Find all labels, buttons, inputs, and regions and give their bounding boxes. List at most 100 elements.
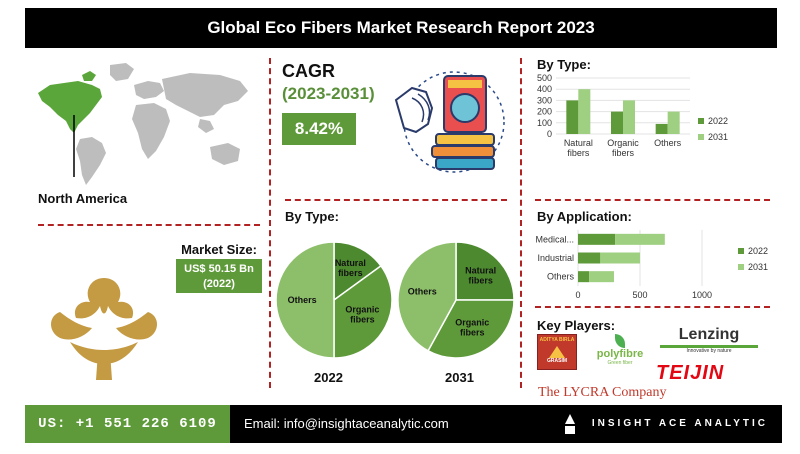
x-tick-label: Natural xyxy=(564,138,593,148)
y-tick-label: 400 xyxy=(537,84,552,94)
legend-swatch xyxy=(698,118,704,124)
legend-label: 2031 xyxy=(748,262,768,272)
brand-logo-icon xyxy=(565,414,575,434)
y-tick-label: Others xyxy=(547,272,575,282)
bar-2031-0 xyxy=(615,233,665,245)
bar-2022-1 xyxy=(611,111,623,134)
pie-slice-0 xyxy=(333,241,382,302)
world-map xyxy=(38,63,248,185)
divider-right xyxy=(520,58,522,388)
key-players-label: Key Players: xyxy=(537,318,616,333)
bar-chart-type-title: By Type: xyxy=(537,57,591,72)
market-size-label: Market Size: xyxy=(181,242,257,257)
y-tick-label: 300 xyxy=(537,95,552,105)
laundry-illustration-icon xyxy=(394,71,505,173)
pie-slice-label: Others xyxy=(288,295,317,305)
pie-year-2031: 2031 xyxy=(445,370,474,385)
cagr-label: CAGR xyxy=(282,61,335,81)
pie-slice-label: Natural xyxy=(335,258,366,268)
lycra-logo: The LYCRA Company xyxy=(538,385,667,400)
pie-slice-label: Organic xyxy=(455,317,489,327)
email-link[interactable]: Email: info@insightaceanalytic.com xyxy=(244,416,449,431)
cotton-logo-icon xyxy=(51,278,157,380)
pie-slice-0 xyxy=(455,241,515,301)
lenzing-logo: Lenzing Innovative by nature xyxy=(654,326,764,354)
bar-2022-0 xyxy=(578,233,616,245)
pie-slice-label: fibers xyxy=(350,314,375,324)
polyfibre-tagline: Green fiber xyxy=(607,360,633,366)
legend-swatch xyxy=(738,264,744,270)
bar-chart-application: 0 500 1000 Medical... Industrial Others 2022 20… xyxy=(535,230,768,300)
legend-swatch xyxy=(738,248,744,254)
lenzing-tagline: Innovative by nature xyxy=(686,348,732,354)
polyfibre-name: polyfibre xyxy=(596,348,644,360)
legend-label: 2022 xyxy=(748,246,768,256)
pie-slice-2 xyxy=(275,241,335,359)
bar-chart-type: 0100200300400500NaturalfibersOrganicfibe… xyxy=(537,73,728,158)
y-tick-label: 200 xyxy=(537,107,552,117)
divider-h-right-top xyxy=(535,199,770,201)
pie-year-2022: 2022 xyxy=(314,370,343,385)
bar-2022-1 xyxy=(578,252,601,264)
cagr-value: 8.42% xyxy=(282,113,356,145)
legend-label: 2031 xyxy=(708,132,728,142)
x-tick-label: 0 xyxy=(575,290,580,300)
legend-swatch xyxy=(698,134,704,140)
bar-2031-0 xyxy=(578,89,591,134)
bar-2031-2 xyxy=(589,271,614,283)
bar-2022-0 xyxy=(566,100,579,134)
y-tick-label: Medical... xyxy=(535,234,574,244)
pie-section-title: By Type: xyxy=(285,209,339,224)
pie-slice-label: Others xyxy=(408,286,437,296)
sun-icon xyxy=(549,346,565,358)
pie-slice-2 xyxy=(397,241,457,352)
y-tick-label: 100 xyxy=(537,118,552,128)
phone-number[interactable]: US: +1 551 226 6109 xyxy=(25,405,230,443)
x-tick-label: fibers xyxy=(612,148,635,158)
page-title: Global Eco Fibers Market Research Report… xyxy=(25,8,777,48)
legend-label: 2022 xyxy=(708,116,728,126)
cagr-period: (2023-2031) xyxy=(282,84,375,103)
bar-chart-application-title: By Application: xyxy=(537,209,632,224)
divider-h-right-bottom xyxy=(535,306,770,308)
aditya-birla-name: ADITYA BIRLA xyxy=(539,337,575,343)
y-tick-label: Industrial xyxy=(537,253,574,263)
bar-2031-1 xyxy=(600,252,640,264)
market-size-year: (2022) xyxy=(203,278,235,290)
pie-slice-label: Natural xyxy=(465,265,496,275)
pie-slice-label: fibers xyxy=(468,275,493,285)
lenzing-underline xyxy=(660,345,758,348)
market-size-box: US$ 50.15 Bn (2022) xyxy=(176,259,262,293)
y-tick-label: 500 xyxy=(537,73,552,83)
divider-h-left xyxy=(38,224,260,226)
y-tick-label: 0 xyxy=(547,129,552,139)
bar-2022-2 xyxy=(578,271,590,283)
teijin-logo: TEIJIN xyxy=(656,362,725,384)
x-tick-label: 1000 xyxy=(692,290,712,300)
region-label: North America xyxy=(38,191,128,206)
bar-2031-1 xyxy=(623,100,635,134)
x-tick-label: fibers xyxy=(567,148,590,158)
leaf-icon xyxy=(615,334,625,348)
north-america-shape xyxy=(38,81,102,133)
x-tick-label: Others xyxy=(654,138,682,148)
footer-bar: Email: info@insightaceanalytic.com INSIG… xyxy=(230,405,782,443)
market-size-value: US$ 50.15 Bn xyxy=(184,263,254,275)
pie-slice-label: Organic xyxy=(345,304,379,314)
pie-slice-1 xyxy=(333,264,393,359)
x-tick-label: Organic xyxy=(607,138,639,148)
lenzing-name: Lenzing xyxy=(678,326,740,343)
bar-2031-2 xyxy=(667,111,680,134)
divider-h-mid xyxy=(285,199,507,201)
pie-slice-label: fibers xyxy=(460,327,485,337)
divider-left xyxy=(269,58,271,388)
pie-slice-label: fibers xyxy=(338,268,363,278)
grasim-name: GRASIM xyxy=(547,358,567,364)
x-tick-label: 500 xyxy=(632,290,647,300)
brand-name: INSIGHT ACE ANALYTIC xyxy=(591,418,768,429)
bar-2022-2 xyxy=(655,123,668,134)
aditya-birla-logo: ADITYA BIRLA GRASIM xyxy=(537,334,577,370)
polyfibre-logo: polyfibre Green fiber xyxy=(592,334,648,374)
